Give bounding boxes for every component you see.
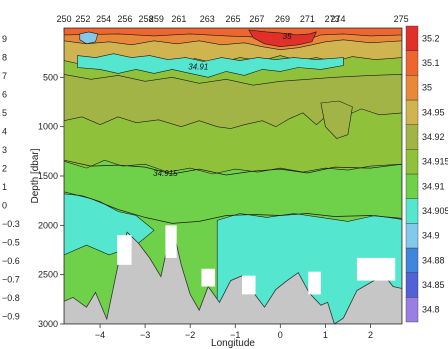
data-gap xyxy=(165,225,177,258)
seafloor xyxy=(64,225,402,324)
contour-label: 34.91 xyxy=(188,62,208,71)
data-gap xyxy=(356,257,396,281)
y-tick-label: 2500 xyxy=(38,270,58,280)
left-edge-value: −0.9 xyxy=(2,312,20,322)
left-edge-values: 9 8 7 6 5 4 3 2 1 0 −0.3 −0.5 −0.6 −0.7 −0.8 −0.9 xyxy=(2,34,20,322)
colorbar-label: 35 xyxy=(422,83,432,93)
y-tick-label: 3000 xyxy=(38,319,58,329)
colorbar-swatch xyxy=(405,99,419,125)
x-tick-label: 1 xyxy=(323,330,328,340)
left-edge-value: −0.8 xyxy=(2,293,20,303)
station-label: 273 xyxy=(325,14,340,24)
data-gap xyxy=(308,271,321,295)
station-label: 271 xyxy=(300,14,315,24)
band-34900-patch xyxy=(79,31,99,45)
left-edge-value: −0.5 xyxy=(2,238,20,248)
colorbar-label: 34.95 xyxy=(422,107,445,117)
left-edge-value: 6 xyxy=(2,90,7,100)
left-edge-value: 7 xyxy=(2,71,7,81)
station-label: 267 xyxy=(249,14,264,24)
left-edge-value: 1 xyxy=(2,182,7,192)
colorbar-swatch xyxy=(405,50,419,76)
y-tick-label: 1000 xyxy=(38,122,58,132)
left-edge-value: 5 xyxy=(2,108,7,118)
contour-label: 35 xyxy=(283,32,292,41)
band-34920-lobe xyxy=(320,100,353,139)
station-label: 275 xyxy=(394,14,409,24)
contour-34915 xyxy=(64,159,402,176)
left-edge-value: 9 xyxy=(2,34,7,44)
station-label: 265 xyxy=(225,14,240,24)
left-edge-value: 3 xyxy=(2,145,7,155)
y-tick-label: 1500 xyxy=(38,171,58,181)
contour-label: 34.915 xyxy=(153,169,178,178)
x-axis-title: Longitude xyxy=(211,338,255,349)
colorbar-label: 35.2 xyxy=(422,33,440,43)
y-axis-title: Depth [dbar] xyxy=(30,148,41,203)
plot-area xyxy=(64,28,402,324)
station-label: 252 xyxy=(75,14,90,24)
x-tick-label: 2 xyxy=(368,330,373,340)
left-edge-value: −0.3 xyxy=(2,219,20,229)
x-tick-label: −2 xyxy=(185,330,195,340)
colorbar-swatch xyxy=(405,149,419,175)
colorbar-swatch xyxy=(405,247,419,273)
band-35200 xyxy=(248,29,317,48)
colorbar-label: 35.1 xyxy=(422,58,440,68)
colorbar-label: 34.85 xyxy=(422,280,445,290)
data-gap xyxy=(242,275,256,295)
colorbar-swatch xyxy=(405,124,419,150)
band-34905 xyxy=(77,53,344,78)
contour-34910 xyxy=(64,191,402,224)
colorbar-label: 34.9 xyxy=(422,231,440,241)
x-tick-label: 0 xyxy=(278,330,283,340)
station-label: 274 xyxy=(330,14,345,24)
data-gap xyxy=(117,235,132,265)
y-tick-label: 2000 xyxy=(38,220,58,230)
station-label: 259 xyxy=(149,14,164,24)
colorbar-swatch xyxy=(405,297,419,323)
colorbar-label: 34.88 xyxy=(422,255,445,265)
colorbar-swatch xyxy=(405,272,419,298)
x-axis: −4 −3 −2 −1 0 1 2 xyxy=(95,324,373,340)
station-label: 261 xyxy=(171,14,186,24)
colorbar-label: 34.915 xyxy=(422,157,448,167)
colorbar-swatch xyxy=(405,173,419,199)
colorbar-label: 34.8 xyxy=(422,305,440,315)
left-edge-value: 4 xyxy=(2,127,7,137)
station-label: 256 xyxy=(117,14,132,24)
left-edge-value: 0 xyxy=(2,201,7,211)
station-label: 269 xyxy=(275,14,290,24)
data-gap xyxy=(201,268,215,287)
x-tick-label: −3 xyxy=(140,330,150,340)
left-edge-value: −0.7 xyxy=(2,275,20,285)
colorbar-swatch xyxy=(405,223,419,249)
colorbar-label: 34.91 xyxy=(422,181,445,191)
colorbar-swatch xyxy=(405,25,419,51)
colorbar-label: 34.92 xyxy=(422,132,445,142)
y-tick-label: 500 xyxy=(43,72,58,82)
x-tick-label: −1 xyxy=(230,330,240,340)
colorbar-label: 34.905 xyxy=(422,206,448,216)
station-label: 258 xyxy=(139,14,154,24)
left-edge-value: −0.6 xyxy=(2,256,20,266)
colorbar-swatch xyxy=(405,75,419,101)
station-label: 250 xyxy=(56,14,71,24)
colorbar: 34.8 34.85 34.88 34.9 34.905 34.91 34.915 34.92… xyxy=(405,25,448,323)
colorbar-swatch xyxy=(405,198,419,224)
left-edge-value: 2 xyxy=(2,164,7,174)
y-axis: 500 1000 1500 2000 2500 3000 xyxy=(38,72,64,329)
left-edge-value: 8 xyxy=(2,53,7,63)
station-label: 263 xyxy=(200,14,215,24)
x-tick-label: −4 xyxy=(95,330,105,340)
station-label: 254 xyxy=(96,14,111,24)
